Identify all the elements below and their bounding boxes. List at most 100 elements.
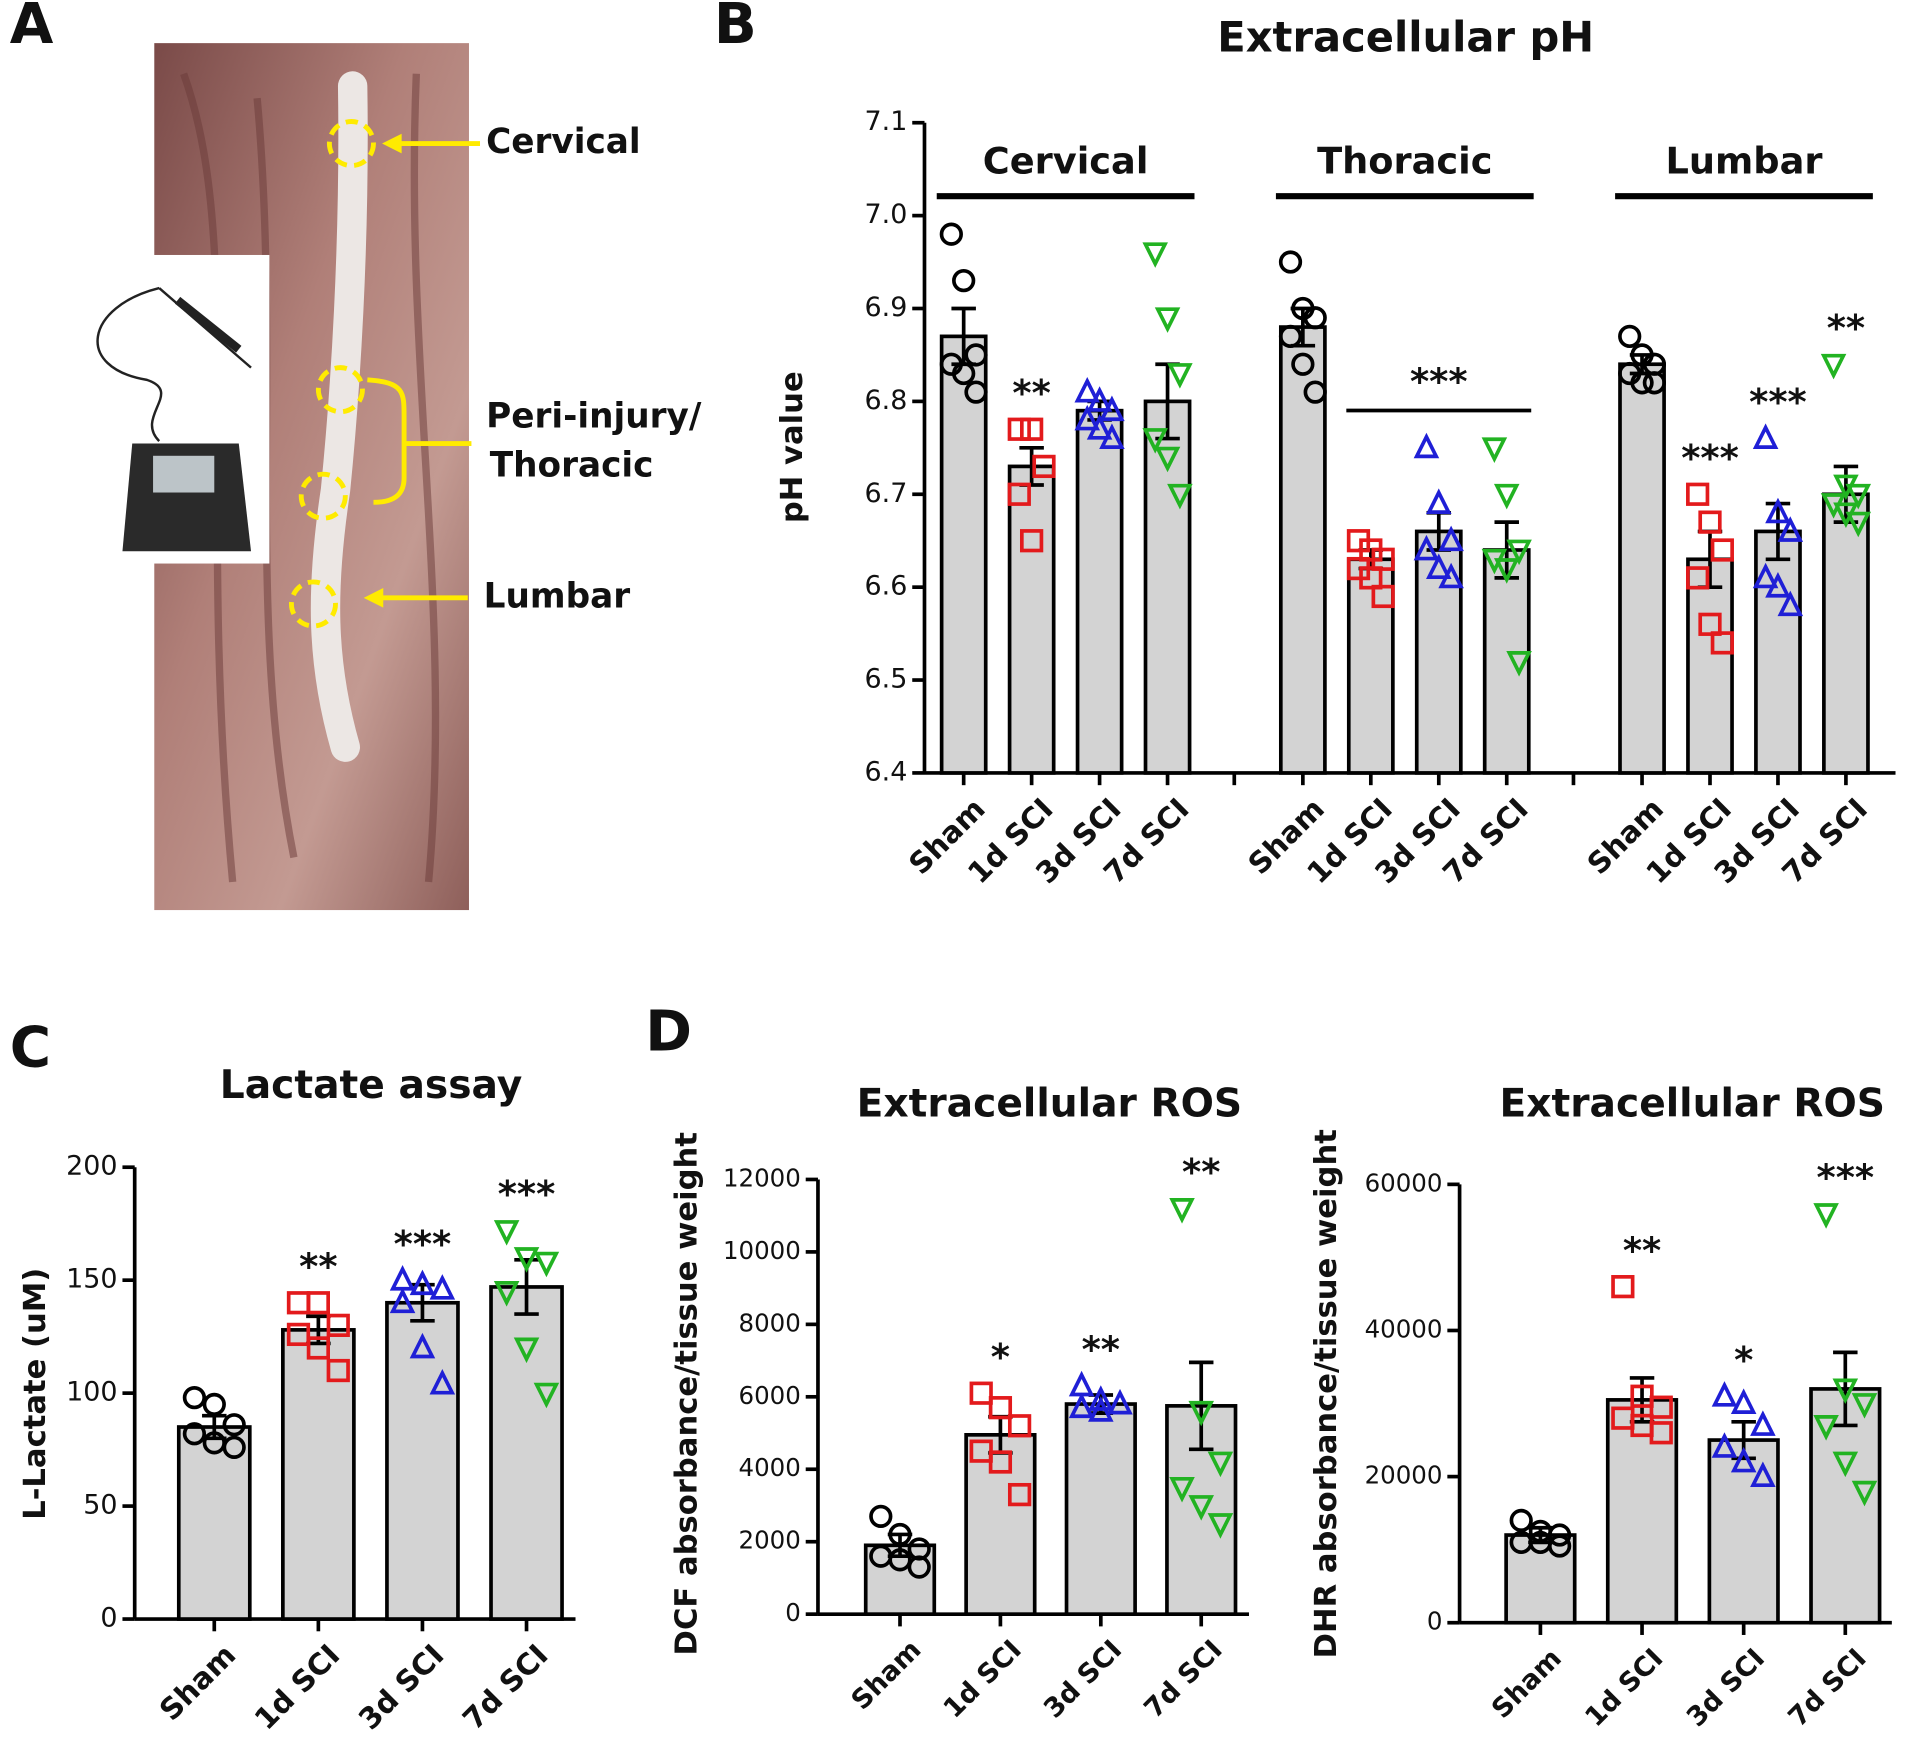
point (1107, 1388, 1133, 1415)
x-tick-label: 7d SCI (1783, 1643, 1873, 1733)
point (1509, 1508, 1533, 1533)
point (1169, 1476, 1195, 1503)
point (1730, 1388, 1757, 1414)
point (1154, 446, 1181, 473)
bar (1064, 1402, 1137, 1616)
x-tick-label: 3d SCI (1681, 1643, 1771, 1733)
point (1710, 631, 1734, 655)
point (1777, 516, 1804, 542)
point (1068, 1370, 1095, 1397)
bar (1278, 325, 1327, 775)
point (1426, 553, 1452, 579)
significance: ** (1182, 1151, 1220, 1194)
point (1832, 1451, 1859, 1478)
point (1649, 1395, 1673, 1419)
point (1752, 562, 1779, 589)
point (1698, 612, 1722, 636)
significance: ** (1082, 1328, 1120, 1371)
point (1547, 1534, 1572, 1558)
point (1765, 497, 1791, 524)
point (1506, 651, 1532, 677)
point (1007, 417, 1031, 441)
point (1813, 1415, 1839, 1441)
point (1547, 1523, 1572, 1547)
significance: *** (394, 1222, 452, 1265)
point (1142, 242, 1168, 268)
point (1278, 324, 1303, 348)
site-circle (298, 471, 348, 521)
point (1154, 307, 1181, 333)
point (1649, 1421, 1673, 1445)
point (306, 1336, 331, 1360)
point (1207, 1513, 1234, 1539)
point (1750, 1461, 1776, 1488)
point (493, 1220, 520, 1246)
point (888, 1548, 912, 1572)
point (182, 1422, 207, 1446)
y-tick-label: 6.9 (865, 292, 908, 323)
point (1820, 353, 1847, 380)
y-axis-label: DCF absorbance/tissue weight (670, 1132, 705, 1655)
y-tick-label: 6.4 (865, 756, 908, 787)
y-tick-label: 6.8 (865, 385, 908, 416)
panel-label: C (10, 1016, 51, 1081)
point (513, 1337, 540, 1364)
point (286, 1291, 311, 1315)
x-tick-label: Sham (846, 1634, 928, 1716)
significance: *** (498, 1173, 556, 1216)
probe-cable (96, 286, 252, 442)
y-tick-label: 6.6 (865, 571, 908, 602)
point (1426, 488, 1452, 514)
point (1777, 590, 1804, 617)
point (1007, 1482, 1032, 1507)
point (1686, 566, 1710, 590)
point (222, 1435, 246, 1459)
point (389, 1287, 416, 1314)
point (286, 1322, 311, 1347)
bar (1618, 362, 1666, 775)
point (429, 1368, 456, 1395)
point (1086, 414, 1113, 440)
bar (1686, 557, 1734, 775)
photo-label: Thoracic (490, 445, 654, 485)
point (1088, 1385, 1114, 1411)
point (1413, 534, 1440, 561)
point (1032, 454, 1056, 479)
point (1088, 1396, 1114, 1422)
point (389, 1265, 416, 1291)
chart-title: Lactate assay (220, 1063, 523, 1108)
bar (1165, 1404, 1238, 1616)
y-tick-label: 60000 (1365, 1168, 1443, 1197)
group-label: Thoracic (1317, 140, 1492, 183)
point (1642, 371, 1667, 395)
point (1099, 395, 1125, 422)
point (1303, 380, 1327, 404)
point (409, 1269, 436, 1296)
point (1711, 1381, 1738, 1407)
y-tick-label: 150 (66, 1264, 117, 1295)
point (1686, 482, 1710, 506)
point (326, 1358, 350, 1383)
significance: ** (1827, 306, 1865, 349)
panel-label: D (645, 1000, 692, 1065)
point (409, 1332, 436, 1359)
y-tick-label: 0 (785, 1598, 801, 1627)
y-tick-label: 40000 (1365, 1314, 1443, 1343)
point (1438, 562, 1464, 589)
point (326, 1313, 350, 1337)
site-circle (288, 579, 338, 629)
significance: * (991, 1335, 1010, 1378)
y-tick-label: 6000 (739, 1381, 801, 1410)
point (1493, 558, 1520, 584)
y-tick-label: 2000 (739, 1526, 801, 1555)
point (1765, 572, 1791, 598)
group-label: Lumbar (1665, 140, 1822, 183)
point (1207, 1451, 1234, 1478)
point (1074, 376, 1101, 403)
point (1413, 432, 1440, 459)
bar (1482, 548, 1531, 775)
point (493, 1281, 520, 1307)
photo: Cervical Peri-injury/ Thoracic Lumbar (83, 43, 702, 911)
point (182, 1386, 207, 1410)
